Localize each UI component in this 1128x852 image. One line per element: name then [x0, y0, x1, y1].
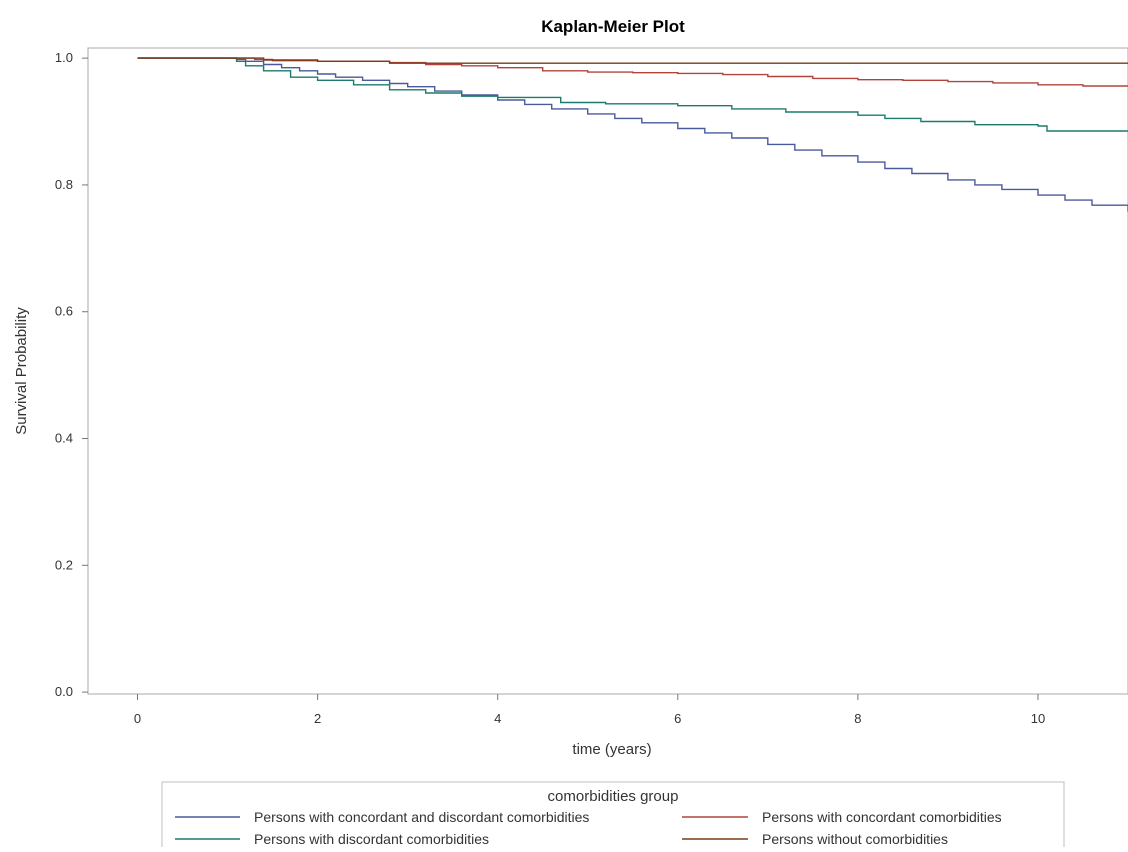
series-line-4	[138, 58, 1128, 63]
x-tick-label: 0	[134, 711, 141, 726]
x-axis: 0 2 4 6 8 10	[134, 694, 1045, 726]
x-tick-label: 6	[674, 711, 681, 726]
y-axis: 0.0 0.2 0.4 0.6 0.8 1.0	[55, 50, 88, 699]
legend-label-3: Persons with discordant comorbidities	[254, 831, 489, 847]
x-tick-label: 8	[854, 711, 861, 726]
plot-frame	[88, 48, 1128, 694]
y-tick-label: 0.2	[55, 557, 73, 572]
x-tick-label: 4	[494, 711, 501, 726]
legend-title: comorbidities group	[548, 788, 679, 805]
y-tick-label: 0.0	[55, 684, 73, 699]
y-tick-label: 1.0	[55, 50, 73, 65]
legend-label-4: Persons without comorbidities	[762, 831, 948, 847]
series-line-2	[138, 58, 1128, 86]
y-tick-label: 0.8	[55, 177, 73, 192]
legend-items: Persons with concordant and discordant c…	[175, 809, 1002, 847]
plot-series	[138, 58, 1128, 212]
x-tick-label: 10	[1031, 711, 1045, 726]
legend-label-1: Persons with concordant and discordant c…	[254, 809, 589, 825]
y-tick-label: 0.4	[55, 431, 73, 446]
series-line-3	[138, 58, 1128, 131]
x-tick-label: 2	[314, 711, 321, 726]
chart-title: Kaplan-Meier Plot	[541, 17, 685, 36]
y-tick-label: 0.6	[55, 304, 73, 319]
legend: comorbidities group Persons with concord…	[162, 782, 1064, 847]
y-axis-label: Survival Probability	[13, 307, 30, 435]
x-axis-label: time (years)	[572, 741, 651, 758]
legend-label-2: Persons with concordant comorbidities	[762, 809, 1002, 825]
